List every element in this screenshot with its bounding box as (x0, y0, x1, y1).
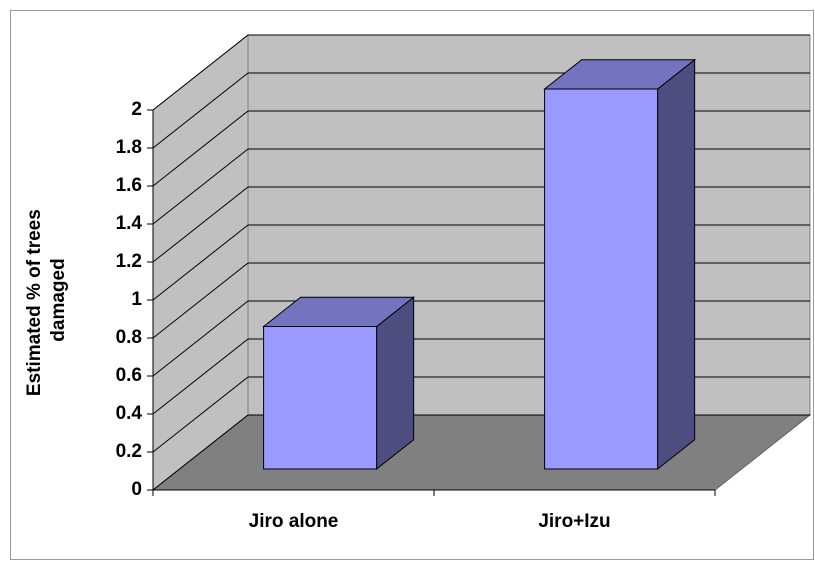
y-tick-label: 1.4 (116, 213, 143, 234)
y-tick-label: 1 (131, 289, 142, 310)
y-tick-label: 1.6 (116, 175, 142, 196)
side-grid-line (152, 338, 249, 415)
y-axis-title: Estimated % of trees damaged (24, 204, 69, 396)
side-grid-line (152, 300, 249, 377)
x-tick-label: Jiro alone (249, 511, 339, 532)
bar (263, 326, 378, 470)
y-tick-label: 0.2 (116, 441, 142, 462)
y-tick-label: 0.6 (116, 365, 142, 386)
side-grid-line (152, 72, 249, 149)
y-axis-title-line: Estimated % of trees (24, 209, 45, 396)
side-grid-line (152, 186, 249, 263)
bar (544, 88, 659, 470)
side-grid-line (152, 376, 249, 453)
bar-side (376, 296, 415, 471)
side-grid-line (152, 262, 249, 339)
y-tick-label: 1.2 (116, 251, 142, 272)
y-tick-label: 1.8 (116, 137, 142, 158)
side-grid-line (152, 414, 249, 491)
side-grid-line (152, 224, 249, 301)
y-tick-label: 2 (131, 99, 142, 120)
y-tick-label: 0 (131, 479, 142, 500)
bar-side (657, 58, 696, 471)
y-axis-title-line: damaged (48, 258, 69, 341)
side-grid-line (152, 148, 249, 225)
side-grid-line (152, 34, 249, 111)
y-tick-label: 0.8 (116, 327, 142, 348)
floor (151, 414, 812, 491)
y-tick-label: 0.4 (116, 403, 143, 424)
side-grid-line (152, 110, 249, 187)
x-tick-label: Jiro+Izu (538, 511, 610, 532)
